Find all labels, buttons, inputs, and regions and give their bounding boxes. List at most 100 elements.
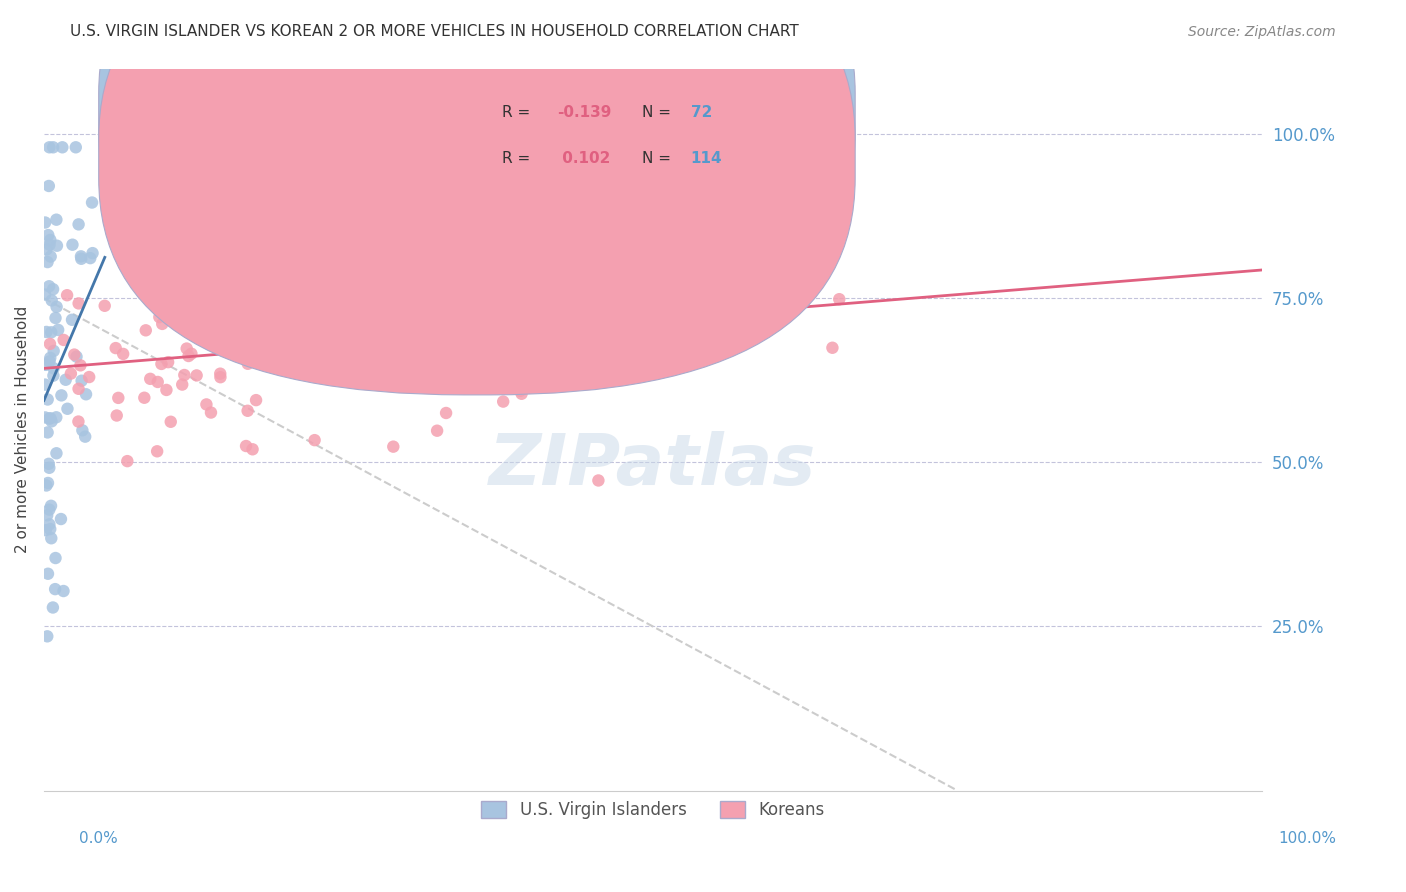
Koreans: [235, 439, 257, 453]
Koreans: [77, 370, 100, 384]
Koreans: [159, 415, 181, 429]
U.S. Virgin Islanders: [62, 237, 84, 252]
Koreans: [148, 310, 170, 324]
U.S. Virgin Islanders: [51, 388, 73, 402]
U.S. Virgin Islanders: [37, 475, 59, 490]
U.S. Virgin Islanders: [37, 566, 59, 581]
Koreans: [534, 329, 557, 343]
Koreans: [134, 391, 156, 405]
Koreans: [215, 313, 238, 327]
U.S. Virgin Islanders: [37, 255, 59, 269]
Koreans: [628, 330, 651, 344]
Koreans: [135, 323, 157, 337]
U.S. Virgin Islanders: [34, 377, 56, 392]
U.S. Virgin Islanders: [44, 551, 66, 566]
Koreans: [186, 368, 208, 383]
Text: R =: R =: [502, 105, 536, 120]
U.S. Virgin Islanders: [38, 354, 60, 368]
Koreans: [52, 333, 75, 347]
Koreans: [172, 377, 194, 392]
U.S. Virgin Islanders: [41, 293, 63, 308]
U.S. Virgin Islanders: [38, 140, 60, 154]
Koreans: [39, 337, 62, 351]
Koreans: [239, 273, 262, 287]
Text: N =: N =: [643, 151, 676, 166]
Koreans: [155, 383, 177, 397]
Text: R =: R =: [482, 110, 519, 128]
U.S. Virgin Islanders: [45, 300, 67, 314]
U.S. Virgin Islanders: [60, 313, 83, 327]
Y-axis label: 2 or more Vehicles in Household: 2 or more Vehicles in Household: [15, 306, 30, 553]
Koreans: [112, 347, 135, 361]
U.S. Virgin Islanders: [75, 430, 97, 444]
U.S. Virgin Islanders: [35, 478, 58, 492]
Text: N =: N =: [643, 105, 676, 120]
Koreans: [273, 346, 295, 360]
Koreans: [236, 404, 259, 418]
Koreans: [242, 309, 264, 323]
Koreans: [492, 394, 515, 409]
Koreans: [509, 384, 531, 398]
Koreans: [506, 317, 529, 331]
Koreans: [395, 363, 418, 377]
Koreans: [420, 265, 443, 279]
Koreans: [523, 335, 546, 350]
U.S. Virgin Islanders: [42, 282, 65, 296]
Koreans: [471, 318, 494, 333]
Koreans: [572, 289, 595, 303]
Text: 114: 114: [690, 151, 723, 166]
Koreans: [309, 344, 332, 359]
U.S. Virgin Islanders: [70, 249, 93, 263]
U.S. Virgin Islanders: [82, 246, 104, 260]
Koreans: [402, 276, 425, 290]
U.S. Virgin Islanders: [75, 387, 97, 401]
Koreans: [63, 348, 86, 362]
Koreans: [405, 257, 427, 271]
Koreans: [510, 386, 533, 401]
U.S. Virgin Islanders: [35, 523, 58, 537]
U.S. Virgin Islanders: [38, 502, 60, 516]
Koreans: [321, 371, 343, 385]
U.S. Virgin Islanders: [35, 243, 58, 257]
Koreans: [308, 359, 330, 373]
U.S. Virgin Islanders: [34, 215, 56, 229]
U.S. Virgin Islanders: [38, 237, 60, 252]
Text: 0.0%: 0.0%: [79, 831, 118, 846]
Koreans: [281, 329, 304, 343]
U.S. Virgin Islanders: [39, 531, 62, 545]
Koreans: [301, 363, 323, 377]
Text: -0.139: -0.139: [557, 105, 612, 120]
Koreans: [607, 311, 630, 326]
Koreans: [232, 334, 254, 349]
U.S. Virgin Islanders: [38, 279, 60, 293]
Koreans: [170, 276, 193, 290]
Koreans: [150, 357, 173, 371]
U.S. Virgin Islanders: [42, 600, 65, 615]
Koreans: [360, 303, 382, 318]
Koreans: [457, 272, 479, 286]
Koreans: [821, 341, 844, 355]
U.S. Virgin Islanders: [42, 361, 65, 376]
Koreans: [146, 444, 169, 458]
Koreans: [209, 232, 232, 246]
Text: ZIPatlas: ZIPatlas: [489, 431, 817, 500]
Koreans: [67, 296, 90, 310]
Koreans: [391, 355, 413, 369]
Koreans: [641, 348, 664, 362]
Koreans: [588, 474, 610, 488]
Koreans: [426, 424, 449, 438]
Koreans: [105, 409, 128, 423]
Koreans: [326, 356, 349, 370]
Koreans: [533, 272, 555, 286]
U.S. Virgin Islanders: [34, 410, 56, 425]
Koreans: [239, 318, 262, 332]
U.S. Virgin Islanders: [38, 411, 60, 425]
U.S. Virgin Islanders: [38, 178, 60, 193]
FancyBboxPatch shape: [98, 0, 855, 395]
U.S. Virgin Islanders: [38, 457, 60, 471]
Koreans: [416, 368, 439, 382]
Koreans: [340, 353, 363, 368]
Koreans: [441, 238, 464, 252]
Koreans: [453, 293, 475, 308]
U.S. Virgin Islanders: [45, 446, 67, 460]
